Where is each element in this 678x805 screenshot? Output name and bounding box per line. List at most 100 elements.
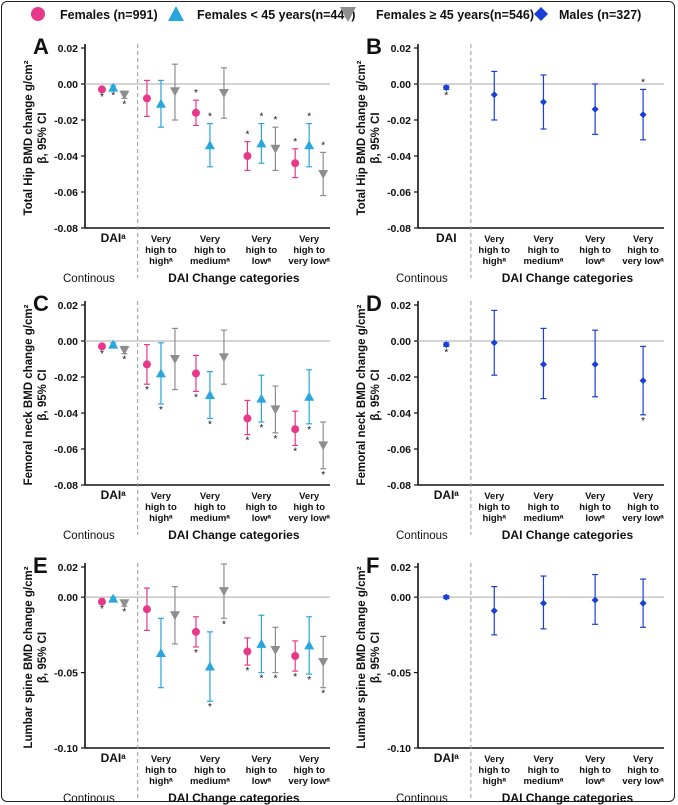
data-point-males	[490, 607, 498, 615]
y-axis-label: Lumbar spine BMD change g/cm²	[23, 566, 35, 748]
category-label: high to	[579, 765, 611, 776]
significance-mark: *	[293, 446, 297, 457]
category-label: Very	[585, 754, 606, 765]
category-label: Very	[484, 754, 505, 765]
category-label: high to	[246, 765, 278, 776]
data-point-males	[442, 341, 450, 349]
category-label-continuous: DAIᵃ	[434, 751, 460, 765]
category-label: Very	[251, 234, 272, 245]
data-point-females-all	[97, 85, 106, 94]
data-point-males	[591, 360, 599, 368]
y-tick-label: 0.02	[391, 562, 412, 574]
category-label: Very	[299, 491, 320, 502]
category-label: high to	[478, 245, 510, 256]
legend-marker-diamond	[534, 7, 548, 21]
y-tick-label: -0.05	[387, 668, 411, 680]
data-point-females-45-plus	[318, 170, 329, 179]
y-axis-label: Total Hip BMD change g/cm²	[356, 60, 368, 215]
significance-mark: *	[307, 425, 311, 436]
category-label: Very	[585, 234, 606, 245]
category-label: mediumᵃ	[190, 776, 230, 787]
data-point-males	[539, 98, 547, 106]
significance-mark: *	[444, 347, 448, 358]
category-label: high to	[293, 502, 325, 513]
category-label: Very	[200, 754, 221, 765]
data-point-males	[442, 593, 450, 601]
significance-mark: *	[293, 672, 297, 683]
data-point-females-all	[142, 360, 151, 369]
category-label: high to	[246, 502, 278, 513]
category-label: high to	[293, 765, 325, 776]
y-axis-label: Total Hip BMD change g/cm²	[23, 60, 35, 215]
significance-mark: *	[145, 385, 149, 396]
data-point-females-45-plus	[218, 353, 229, 363]
data-point-males	[442, 84, 450, 92]
legend-label-m: Males (n=327)	[559, 8, 641, 22]
significance-mark: *	[194, 648, 198, 659]
data-point-females-all	[243, 152, 252, 160]
significance-mark: *	[293, 137, 297, 148]
y-tick-label: -0.06	[387, 444, 411, 456]
category-label: very lowᵃ	[622, 256, 664, 267]
y-tick-label: -0.04	[54, 151, 78, 163]
data-point-females-under-45	[204, 390, 215, 399]
panel-letter: F	[366, 553, 379, 578]
group-label-dai-change: DAI Change categories	[502, 271, 634, 285]
data-point-females-all	[191, 369, 200, 378]
category-label: lowᵃ	[252, 513, 272, 524]
data-point-males	[490, 91, 498, 99]
category-label: Very	[484, 491, 505, 502]
y-tick-label: 0.00	[391, 336, 412, 348]
category-label: very lowᵃ	[622, 776, 664, 787]
significance-mark: *	[122, 607, 126, 618]
group-label-dai-change: DAI Change categories	[502, 528, 634, 542]
significance-mark: *	[307, 112, 311, 123]
significance-mark: *	[159, 405, 163, 416]
category-label: Very	[251, 754, 272, 765]
legend-marker-triangle-down	[340, 7, 356, 22]
category-label: Very	[533, 234, 554, 245]
data-point-females-all	[243, 647, 252, 656]
category-label: high to	[627, 765, 659, 776]
category-label: Very	[585, 491, 606, 502]
significance-mark: *	[307, 675, 311, 686]
significance-mark: *	[245, 436, 249, 447]
data-point-females-all	[142, 94, 151, 103]
category-label: Very	[200, 491, 221, 502]
legend-label-f_all: Females (n=991)	[60, 8, 158, 22]
y-tick-label: 0.00	[58, 79, 79, 91]
category-label: high to	[627, 502, 659, 513]
data-point-females-all	[142, 605, 151, 614]
category-label: very lowᵃ	[288, 776, 330, 787]
y-axis-label: Femoral neck BMD change g/cm²	[356, 304, 368, 485]
y-tick-label: -0.06	[54, 444, 78, 456]
data-point-females-under-45	[155, 98, 166, 108]
y-axis-label-sub: β, 95% CI	[37, 112, 49, 163]
category-label: Very	[633, 491, 654, 502]
category-label: Very	[151, 234, 172, 245]
category-label: high to	[478, 502, 510, 513]
data-point-females-all	[191, 108, 200, 117]
y-axis-label-sub: β, 95% CI	[370, 112, 382, 163]
data-point-females-all	[291, 159, 300, 168]
y-tick-label: 0.00	[391, 79, 412, 91]
y-tick-label: -0.04	[387, 408, 411, 420]
data-point-females-under-45	[108, 593, 119, 603]
y-tick-label: -0.08	[387, 480, 411, 492]
category-label: high to	[194, 765, 226, 776]
y-tick-label: -0.08	[54, 480, 78, 492]
category-label: lowᵃ	[585, 513, 605, 524]
y-tick-label: -0.08	[387, 223, 411, 235]
category-label: highᵃ	[149, 256, 173, 267]
data-point-females-all	[97, 597, 106, 606]
y-tick-label: 0.00	[58, 592, 79, 604]
category-label: mediumᵃ	[523, 513, 563, 524]
data-point-females-45-plus	[169, 611, 180, 621]
panel-letter: A	[33, 34, 49, 59]
significance-mark: *	[208, 702, 212, 713]
category-label: high to	[627, 245, 659, 256]
